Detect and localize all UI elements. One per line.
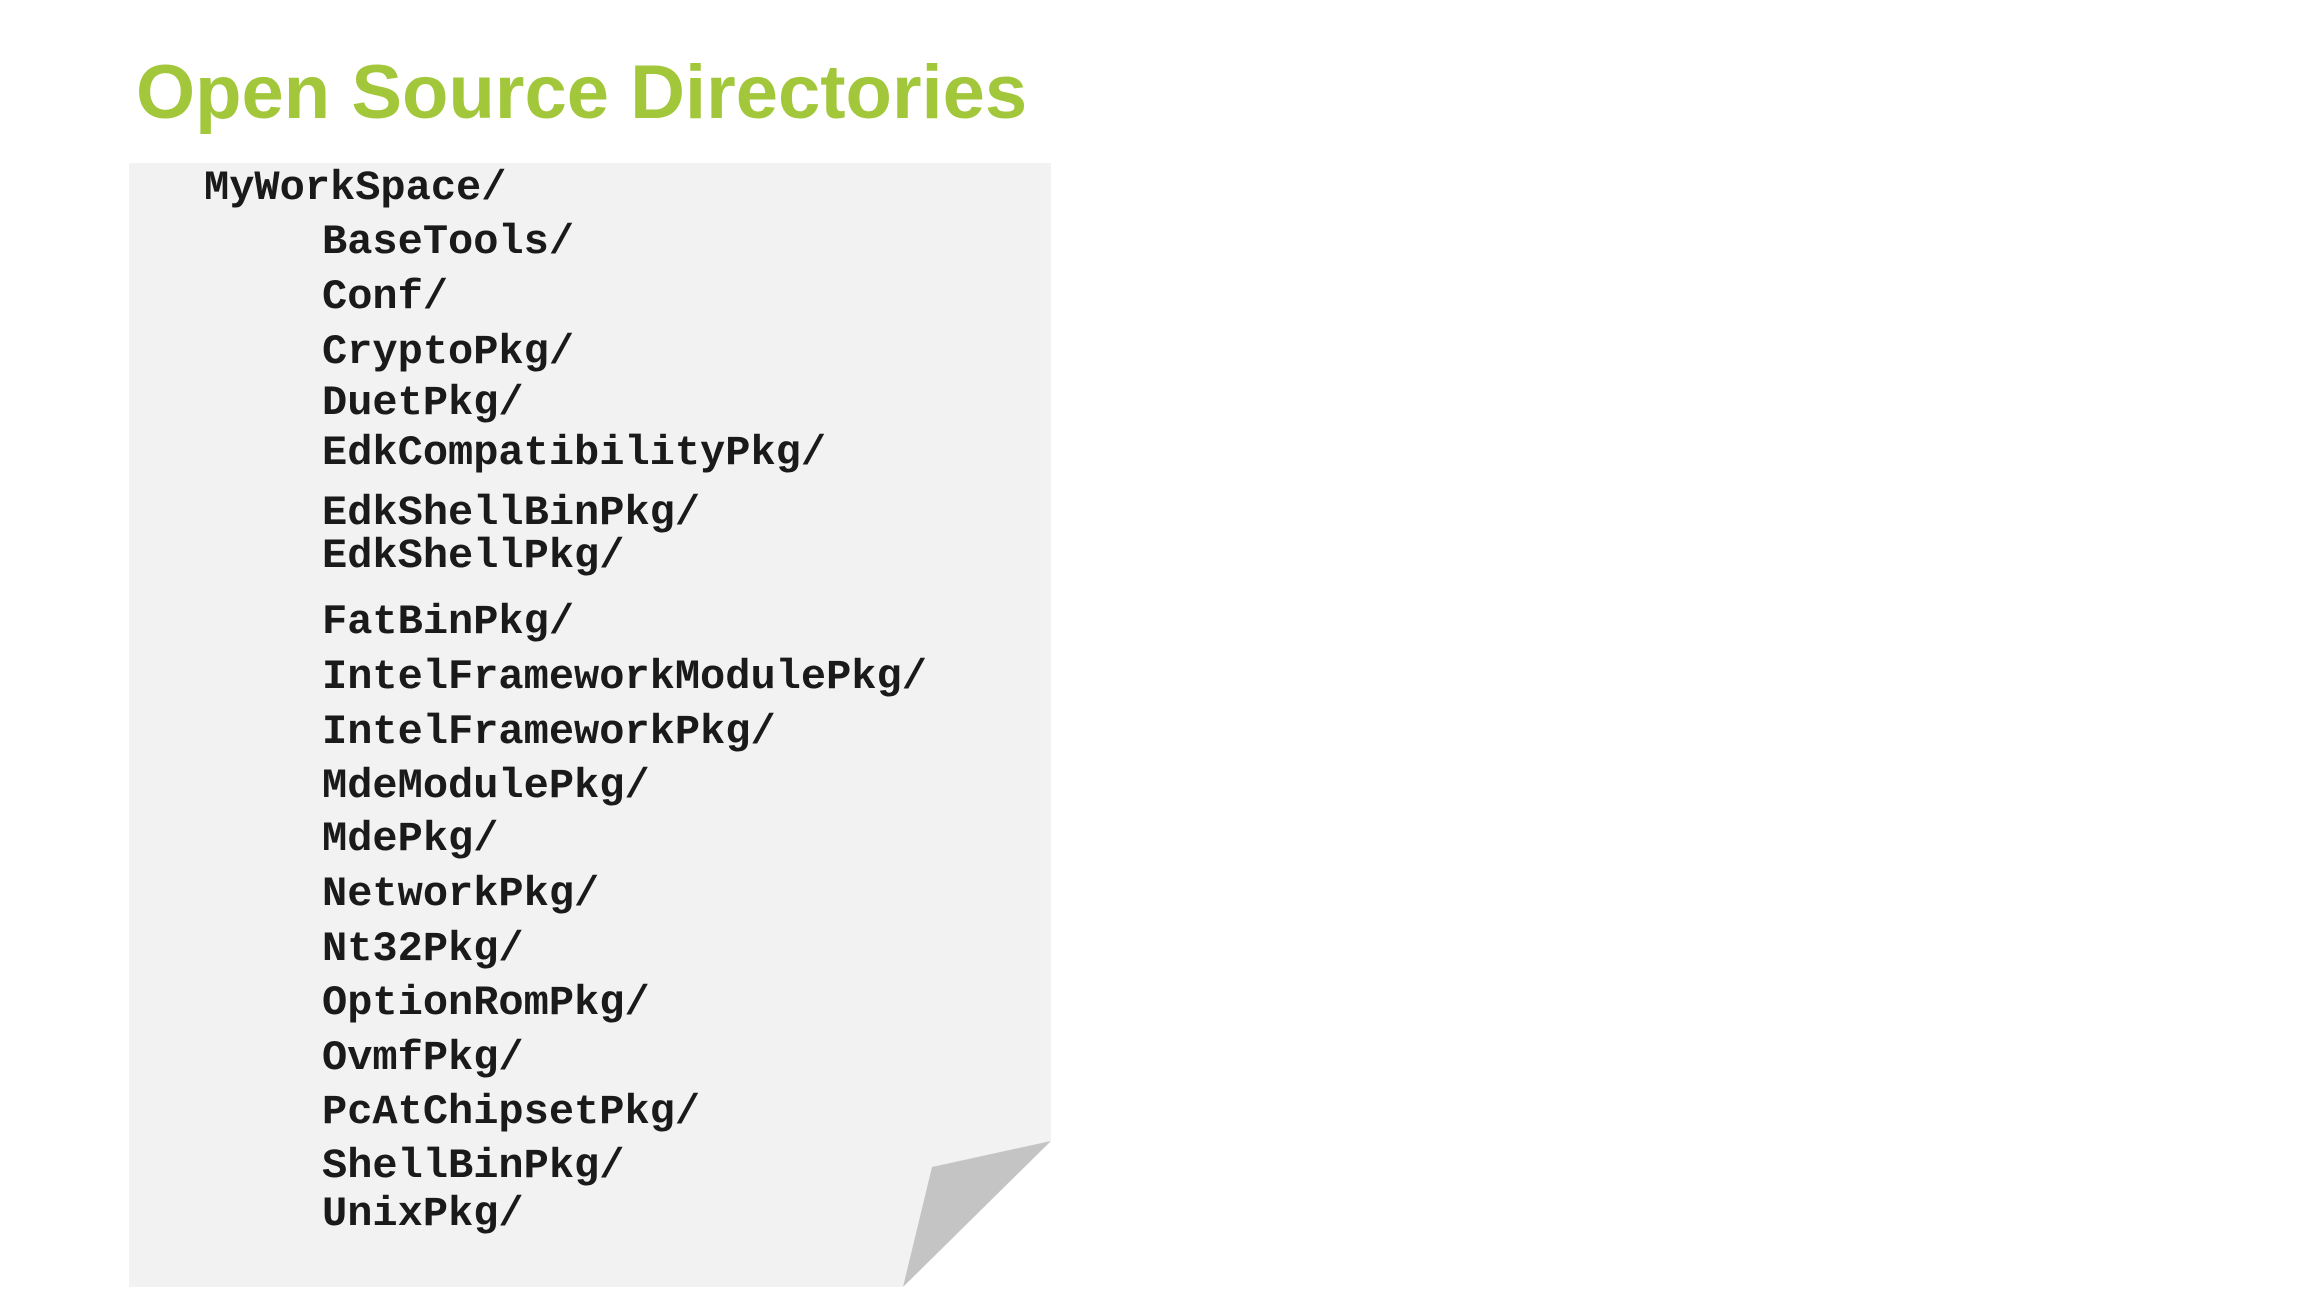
directory-item: EdkCompatibilityPkg/ — [322, 429, 827, 477]
directory-listing-page: MyWorkSpace/ BaseTools/ Conf/ CryptoPkg/… — [129, 163, 1051, 1287]
directory-item: EdkShellBinPkg/ — [322, 489, 701, 537]
directory-root: MyWorkSpace/ — [204, 164, 507, 212]
page-curl — [903, 1141, 1051, 1287]
directory-item: OptionRomPkg/ — [322, 979, 650, 1027]
directory-item: NetworkPkg/ — [322, 870, 600, 918]
directory-item: EdkShellPkg/ — [322, 532, 625, 580]
directory-item: PcAtChipsetPkg/ — [322, 1088, 701, 1136]
directory-item: IntelFrameworkPkg/ — [322, 708, 776, 756]
directory-item: UnixPkg/ — [322, 1190, 524, 1238]
directory-item: BaseTools/ — [322, 218, 575, 266]
directory-item: OvmfPkg/ — [322, 1034, 524, 1082]
page-background — [129, 163, 1051, 1287]
page-sheet — [129, 163, 1051, 1287]
directory-item: Conf/ — [322, 273, 449, 321]
directory-item: DuetPkg/ — [322, 379, 524, 427]
slide-title: Open Source Directories — [136, 50, 1028, 135]
directory-item: MdeModulePkg/ — [322, 762, 650, 810]
directory-item: Nt32Pkg/ — [322, 925, 524, 973]
directory-item: CryptoPkg/ — [322, 328, 575, 376]
directory-item: MdePkg/ — [322, 815, 499, 863]
directory-item: IntelFrameworkModulePkg/ — [322, 653, 927, 701]
directory-item: FatBinPkg/ — [322, 598, 575, 646]
directory-item: ShellBinPkg/ — [322, 1142, 625, 1190]
